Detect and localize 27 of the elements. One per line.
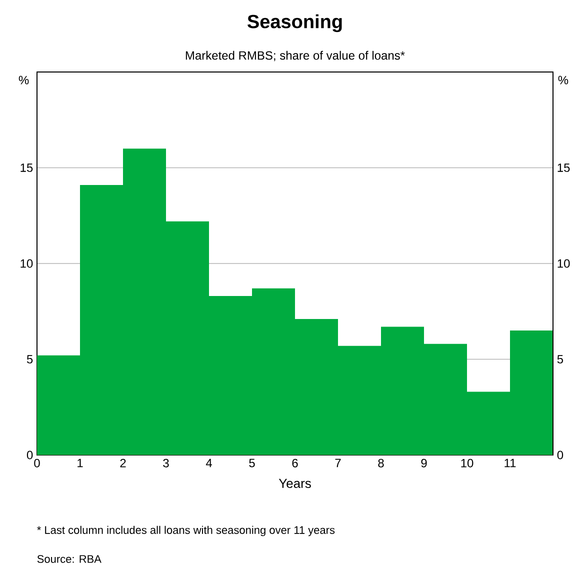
x-axis-title: Years	[278, 478, 311, 488]
chart-subtitle: Marketed RMBS; share of value of loans*	[186, 50, 405, 62]
x-tick-label: 1	[78, 458, 83, 468]
source-note: Source: RBA	[37, 555, 102, 563]
y2-tick-label: 10	[558, 259, 570, 268]
x-tick-label: 10	[461, 458, 474, 468]
x-tick-label: 11	[504, 458, 516, 468]
x-tick-label: 5	[249, 458, 255, 468]
x-tick-label: 9	[421, 458, 427, 468]
y2-tick-label: 5	[557, 355, 564, 364]
y2-axis-title: %	[558, 76, 568, 84]
text: * Last column includes all loans with seasoning over 11 years	[37, 526, 335, 536]
x-tick-label: 6	[292, 458, 298, 468]
y2-tick-label: 15	[558, 164, 570, 172]
y-tick-label: 10	[20, 259, 33, 268]
y-tick-label: 0	[26, 450, 33, 460]
x-tick-label: 0	[34, 458, 40, 468]
x-tick-label: 3	[163, 458, 169, 468]
x-tick-label: 2	[120, 458, 126, 468]
y-tick-label: 15	[20, 164, 33, 172]
chart-title: Seasoning	[248, 14, 342, 32]
y-tick-label: 5	[26, 355, 33, 364]
x-tick-label: 7	[335, 458, 341, 468]
y2-tick-label: 0	[557, 450, 564, 460]
x-tick-label: 4	[206, 458, 212, 468]
y-axis-title: %	[18, 76, 29, 84]
x-tick-label: 8	[378, 458, 384, 468]
